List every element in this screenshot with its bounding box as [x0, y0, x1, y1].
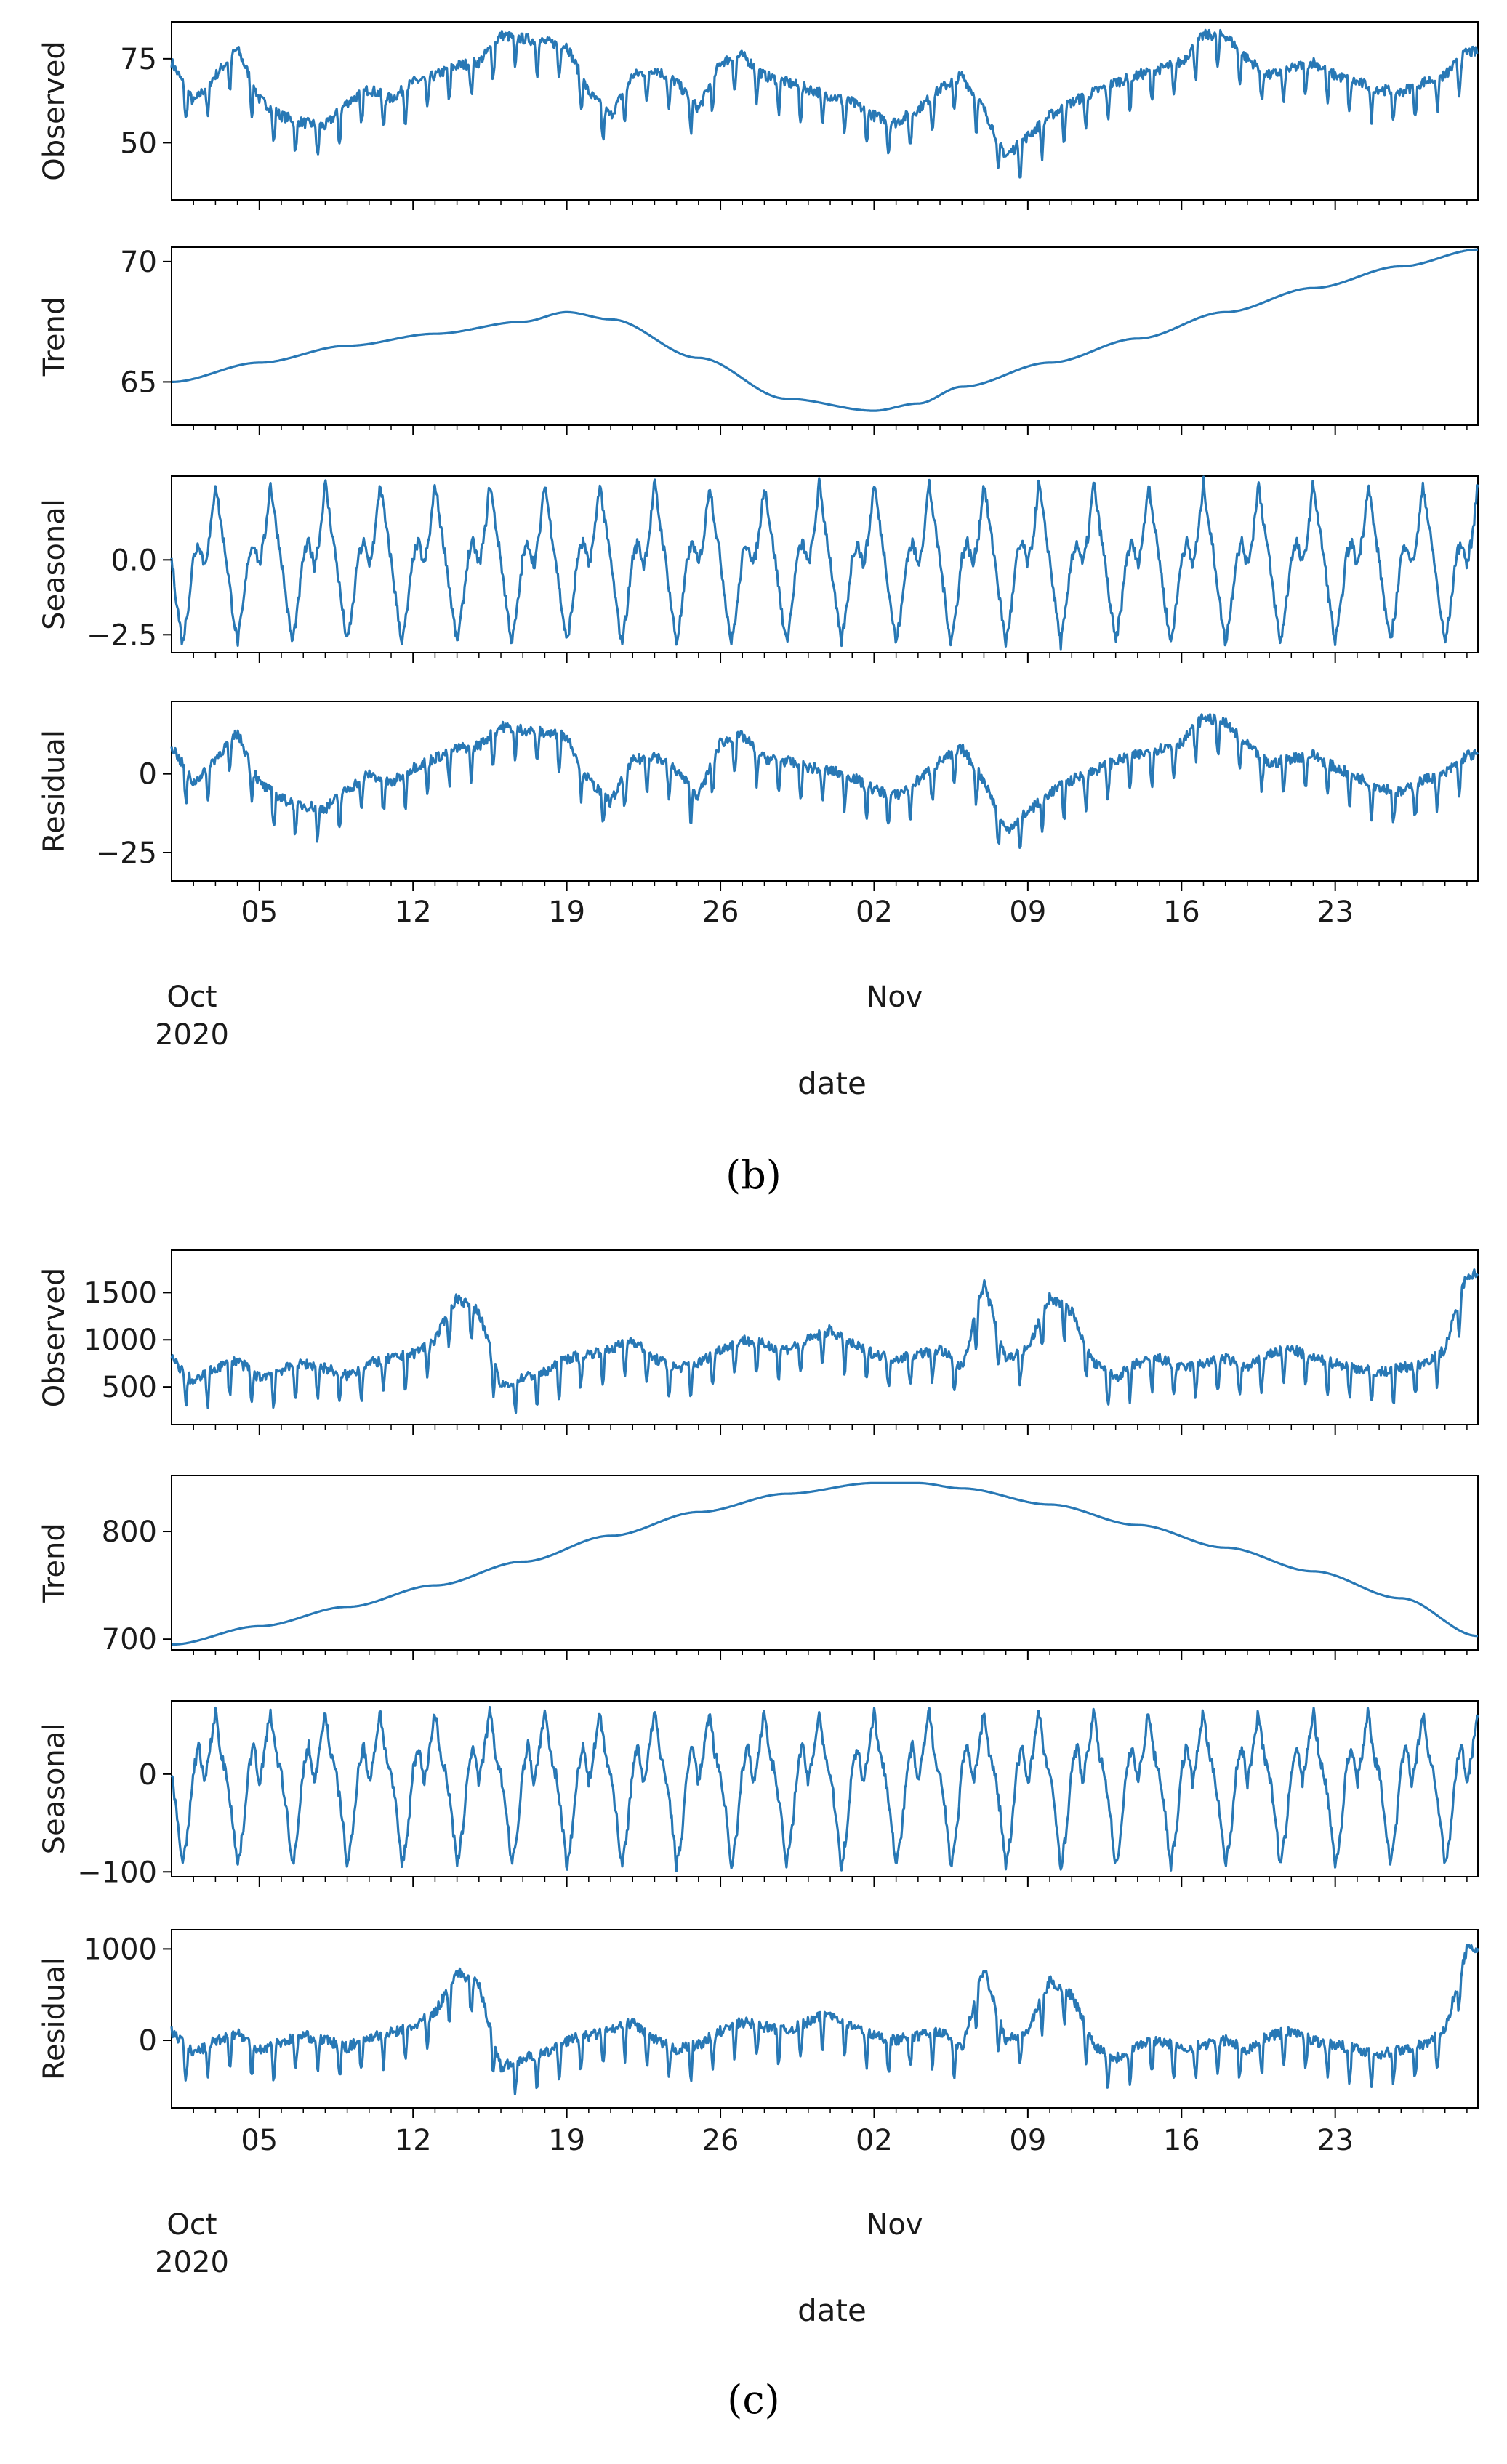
- fig0-year-label: 2020: [155, 1018, 229, 1052]
- fig1-month-label-oct: Oct: [166, 2208, 217, 2242]
- fig0-observed-series-line: [170, 28, 1479, 179]
- fig0-seasonal-ytick-label: −2.5: [87, 619, 157, 652]
- fig1-trend-axes-frame: [171, 1475, 1479, 1651]
- fig1-xtick-label: 09: [1009, 2124, 1046, 2157]
- fig1-observed-series-line: [170, 1268, 1479, 1414]
- fig0-xlabel: date: [797, 1066, 867, 1101]
- fig0-xtick-label: 05: [241, 895, 278, 929]
- fig0-xtick-label: 16: [1163, 895, 1200, 929]
- fig0-trend-ytick-label: 65: [120, 366, 157, 399]
- fig1-year-label: 2020: [155, 2246, 229, 2279]
- fig0-residual-ytick-label: −25: [96, 837, 157, 870]
- fig1-xtick-label: 02: [856, 2124, 893, 2157]
- fig0-trend-axes-frame: [171, 246, 1479, 426]
- fig1-residual-series-line: [170, 1944, 1479, 2095]
- fig1-xtick-label: 26: [702, 2124, 739, 2157]
- fig0-observed-ylabel: Observed: [38, 41, 71, 180]
- fig0-xtick-label: 09: [1009, 895, 1046, 929]
- fig1-trend-series-line: [171, 1481, 1479, 1646]
- fig1-xtick-label: 12: [395, 2124, 432, 2157]
- fig0-residual-ytick-label: 0: [139, 758, 157, 792]
- fig1-seasonal-axes-frame: [171, 1700, 1479, 1877]
- caption-c: (c): [727, 2377, 780, 2423]
- fig1-month-label-nov: Nov: [866, 2208, 923, 2242]
- fig1-residual-ylabel: Residual: [38, 1957, 71, 2080]
- fig1-xtick-label: 05: [241, 2124, 278, 2157]
- fig1-observed-ytick-label: 500: [102, 1371, 157, 1404]
- fig0-xtick-label: 12: [395, 895, 432, 929]
- fig0-observed-ytick-label: 50: [120, 126, 157, 160]
- fig1-residual-ytick-label: 0: [139, 2024, 157, 2058]
- fig1-residual-ytick-label: 1000: [83, 1933, 157, 1966]
- fig1-xtick-label: 19: [548, 2124, 585, 2157]
- fig0-trend-ytick-label: 70: [120, 246, 157, 279]
- fig0-trend-ylabel: Trend: [38, 297, 71, 377]
- fig0-observed-axes-frame: [171, 21, 1479, 201]
- fig0-seasonal-series-line: [170, 475, 1479, 651]
- fig1-observed-ylabel: Observed: [38, 1268, 71, 1407]
- fig0-xtick-label: 02: [856, 895, 893, 929]
- fig0-seasonal-ytick-label: 0.0: [110, 544, 157, 577]
- fig1-residual-axes-frame: [171, 1929, 1479, 2109]
- fig0-xtick-label: 19: [548, 895, 585, 929]
- fig0-xtick-label: 26: [702, 895, 739, 929]
- fig1-seasonal-ylabel: Seasonal: [38, 1723, 71, 1855]
- fig1-trend-ytick-label: 700: [102, 1623, 157, 1656]
- fig1-observed-ytick-label: 1000: [83, 1324, 157, 1357]
- caption-b: (b): [726, 1152, 781, 1198]
- fig0-residual-axes-frame: [171, 701, 1479, 882]
- fig1-xtick-label: 16: [1163, 2124, 1200, 2157]
- fig0-month-label-oct: Oct: [166, 981, 217, 1014]
- fig1-xtick-label: 23: [1317, 2124, 1354, 2157]
- fig0-month-label-nov: Nov: [866, 981, 923, 1014]
- fig0-residual-series-line: [170, 713, 1479, 850]
- fig1-seasonal-series-line: [170, 1706, 1479, 1872]
- fig1-seasonal-ytick-label: −100: [77, 1856, 157, 1889]
- fig0-seasonal-ylabel: Seasonal: [38, 499, 71, 630]
- fig0-xtick-label: 23: [1317, 895, 1354, 929]
- fig1-seasonal-ytick-label: 0: [139, 1758, 157, 1792]
- fig0-residual-ylabel: Residual: [38, 730, 71, 853]
- fig1-observed-ytick-label: 1500: [83, 1276, 157, 1310]
- fig1-xlabel: date: [797, 2292, 867, 2328]
- fig0-observed-ytick-label: 75: [120, 43, 157, 76]
- fig1-trend-ylabel: Trend: [38, 1523, 71, 1603]
- fig0-trend-series-line: [171, 248, 1479, 412]
- fig1-trend-ytick-label: 800: [102, 1515, 157, 1549]
- fig1-observed-axes-frame: [171, 1249, 1479, 1425]
